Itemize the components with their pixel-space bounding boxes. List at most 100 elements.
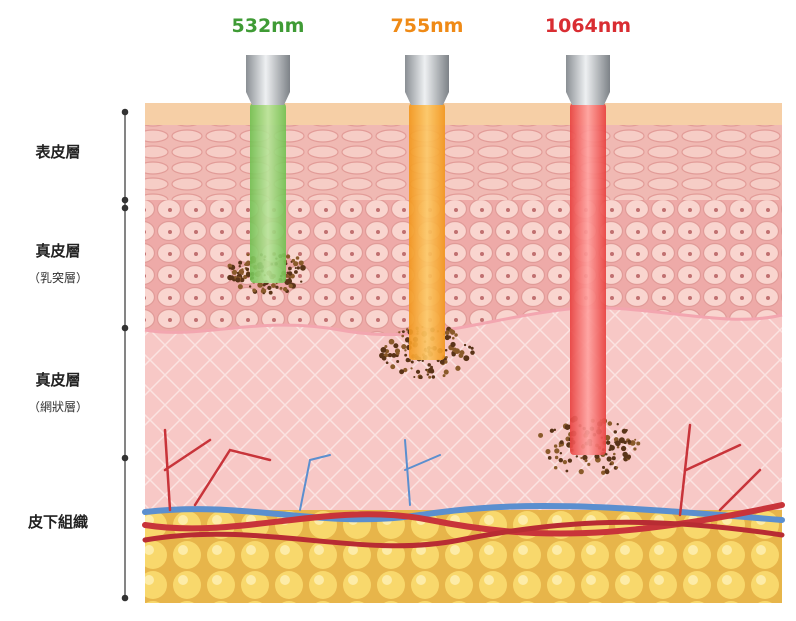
pigment-dot — [442, 374, 446, 378]
pigment-dot — [575, 455, 579, 458]
skin-block — [142, 103, 785, 603]
pigment-dot — [413, 375, 416, 379]
pigment-dot — [288, 266, 292, 271]
pigment-dot — [633, 447, 637, 451]
pigment-dot — [449, 329, 456, 335]
pigment-dot — [286, 271, 289, 275]
pigment-dot — [582, 454, 588, 461]
pigment-dot — [293, 261, 299, 267]
pigment-dot — [403, 367, 408, 373]
pigment-dot — [470, 346, 474, 350]
pigment-dot — [444, 349, 448, 352]
pigment-dot — [246, 253, 250, 257]
pigment-dot — [565, 469, 569, 473]
pigment-dot — [261, 287, 265, 290]
pigment-dot — [450, 341, 456, 348]
pigment-dot — [262, 292, 265, 295]
pigment-dot — [444, 330, 450, 336]
pigment-dot — [553, 465, 558, 470]
pigment-dot — [384, 345, 388, 349]
pigment-dot — [271, 283, 276, 288]
wavelength-label: 755nm — [391, 15, 464, 37]
pigment-dot — [454, 333, 458, 337]
pigment-dot — [426, 373, 429, 376]
layer-label: 真皮層 — [35, 242, 80, 260]
layer-label: 表皮層 — [35, 143, 80, 161]
pigment-dot — [298, 260, 304, 266]
pigment-dot — [431, 375, 436, 379]
pigment-dot — [626, 454, 632, 460]
pigment-dot — [285, 254, 291, 259]
pigment-dot — [405, 328, 409, 331]
pigment-dot — [405, 357, 410, 363]
pigment-dot — [547, 456, 552, 460]
pigment-dot — [621, 428, 627, 434]
pigment-dot — [294, 266, 297, 270]
pigment-dot — [616, 445, 620, 449]
pigment-dot — [404, 353, 408, 357]
pigment-dot — [580, 457, 583, 460]
pigment-dot — [609, 463, 612, 466]
pigment-dot — [294, 270, 298, 274]
pigment-dot — [609, 444, 615, 451]
pigment-dot — [239, 276, 242, 279]
pigment-dot — [428, 375, 432, 379]
wavelength-label: 532nm — [232, 15, 305, 37]
pigment-dot — [228, 267, 231, 270]
pigment-dot — [287, 271, 293, 276]
pigment-dot — [296, 266, 300, 270]
pigment-dot — [238, 260, 243, 265]
pigment-dot — [388, 338, 395, 345]
pigment-dot — [244, 263, 247, 266]
pigment-dot — [245, 271, 251, 277]
pigment-dot — [455, 365, 461, 371]
pigment-dot — [246, 260, 251, 265]
pigment-dot — [558, 458, 564, 463]
pigment-dot — [587, 462, 591, 466]
pigment-dot — [602, 465, 606, 469]
pigment-dot — [421, 359, 424, 363]
pigment-dot — [578, 469, 584, 475]
pigment-dot — [553, 444, 558, 448]
pigment-dot — [615, 440, 621, 447]
pigment-dot — [237, 284, 243, 290]
pigment-dot — [629, 440, 636, 446]
pigment-dot — [605, 453, 608, 456]
layer-label: 真皮層 — [35, 371, 80, 389]
pigment-dot — [230, 276, 235, 281]
pigment-dot — [470, 350, 475, 355]
pigment-dot — [636, 441, 641, 446]
pigment-dot — [554, 455, 559, 460]
pigment-dot — [443, 369, 449, 375]
pigment-dot — [396, 360, 400, 364]
layer-sublabel: （乳突層） — [28, 270, 88, 285]
pigment-dot — [545, 448, 551, 455]
pigment-dot — [235, 277, 241, 283]
pigment-dot — [567, 458, 573, 463]
pigment-dot — [427, 367, 434, 374]
pigment-dot — [463, 355, 470, 362]
laser-1064 — [566, 55, 610, 455]
pigment-dot — [444, 334, 450, 341]
pigment-dot — [231, 269, 238, 275]
pigment-dot — [401, 344, 407, 350]
pigment-dot — [616, 423, 619, 426]
laser-755 — [405, 55, 449, 360]
pigment-dot — [613, 430, 617, 434]
pigment-dot — [286, 278, 292, 284]
pigment-dot — [427, 363, 431, 367]
pigment-dot — [601, 470, 606, 475]
pigment-dot — [262, 283, 266, 287]
pigment-dot — [291, 258, 296, 263]
pigment-dot — [566, 424, 572, 430]
pigment-dot — [385, 361, 389, 365]
pigment-dot — [252, 288, 257, 293]
pigment-dot — [627, 439, 632, 444]
pigment-dot — [538, 432, 544, 438]
pigment-dot — [279, 286, 283, 290]
pigment-dot — [410, 360, 414, 364]
pigment-dot — [468, 345, 472, 349]
pigment-dot — [615, 466, 619, 469]
